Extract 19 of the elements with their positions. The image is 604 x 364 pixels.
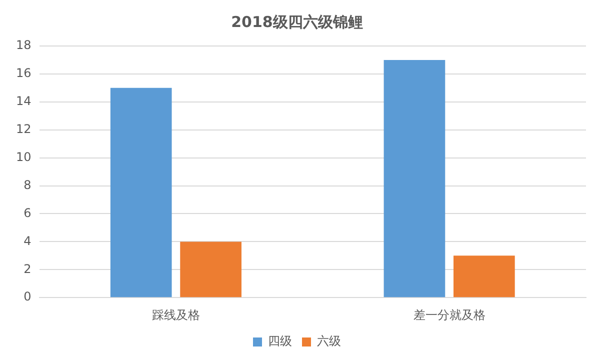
y-tick-label: 16 <box>16 66 32 80</box>
bar <box>454 256 515 298</box>
y-tick-label: 8 <box>24 178 32 192</box>
legend-label: 六级 <box>317 334 341 348</box>
x-tick-label: 差一分就及格 <box>413 308 486 322</box>
chart-title: 2018级四六级锦鲤 <box>231 12 363 31</box>
bar <box>110 88 172 298</box>
y-tick-label: 6 <box>24 206 32 220</box>
x-tick-label: 踩线及格 <box>152 308 200 322</box>
bar <box>384 60 446 298</box>
y-tick-label: 18 <box>16 38 32 52</box>
y-tick-label: 10 <box>16 150 32 164</box>
y-tick-label: 0 <box>24 290 32 304</box>
y-tick-label: 14 <box>16 94 32 108</box>
y-tick-label: 2 <box>24 262 32 276</box>
y-tick-label: 4 <box>24 234 32 248</box>
bar <box>180 242 242 298</box>
y-tick-label: 12 <box>16 122 32 136</box>
legend-label: 四级 <box>268 334 292 348</box>
